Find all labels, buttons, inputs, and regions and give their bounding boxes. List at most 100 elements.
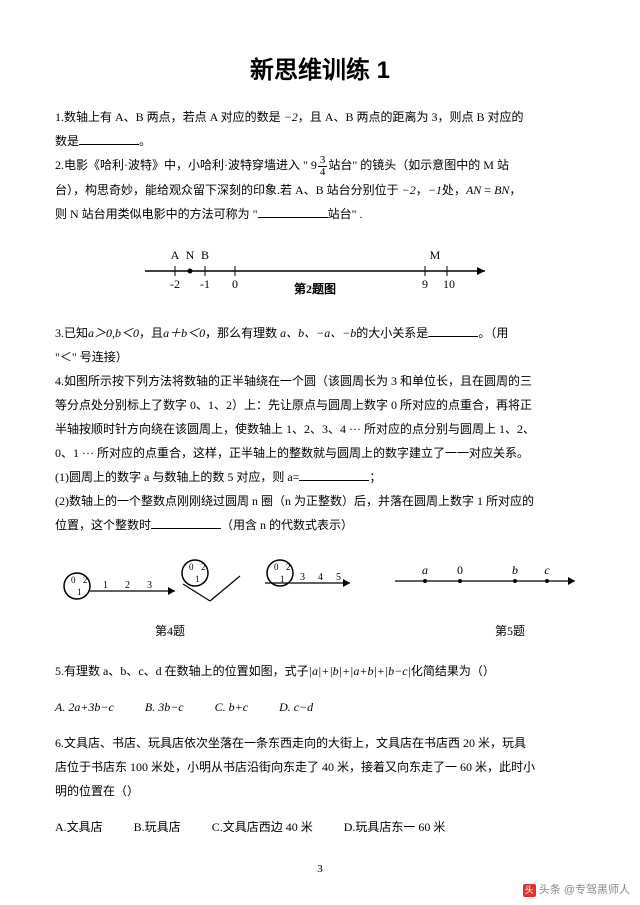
q6-l3: 明的位置在（） [55,779,585,803]
figure-q5: a 0 b c [385,551,585,616]
watermark-text: 头条 @专驾黑师人 [539,884,630,896]
q6-optB: B.玩具店 [134,815,181,839]
q2-line2: 台），构思奇妙，能给观众留下深刻的印象.若 A、B 站台分别位于 −2，−1处，… [55,178,585,202]
q4-sub1: (1)圆周上的数字 a 与数轴上的数 5 对应，则 a= ； [55,465,585,489]
q6-optD: D.玩具店东一 60 米 [344,815,446,839]
svg-text:0: 0 [189,562,194,572]
q3-blank [428,324,478,337]
q4-s2b: 位置，这个整数时 [55,518,151,532]
fig2-M: M [430,248,441,262]
q5-options: A. 2a+3b−c B. 3b−c C. b+c D. c−d [55,695,585,719]
q5-a: 5.有理数 a、b、c、d 在数轴上的位置如图，式子 [55,664,309,678]
q4-blank2 [151,516,221,529]
q2-l3a: 则 N 站台用类似电影中的方法可称为 " [55,207,258,221]
fig2-A: A [171,248,180,262]
svg-text:1: 1 [103,580,108,591]
q4-s1b: ； [369,470,381,484]
svg-text:2: 2 [125,580,130,591]
fig2-svg: A N B M -2 -1 0 9 10 第2题图 [135,241,505,296]
q2-c1: ， [416,183,428,197]
svg-text:2: 2 [83,575,88,585]
q3-d: 的大小关系是 [356,326,428,340]
q1-text-b: ，且 A、B 两点的距离为 3，则点 B 对应的 [298,110,524,124]
svg-text:a: a [422,563,428,577]
q5-optA: A. 2a+3b−c [55,695,114,719]
svg-text:4: 4 [318,572,323,583]
svg-text:b: b [512,563,518,577]
q4-s2c: （用含 n 的代数式表示） [221,518,353,532]
q1: 1.数轴上有 A、B 两点，若点 A 对应的数是 −2，且 A、B 两点的距离为… [55,105,585,129]
fig2-n1: -1 [200,277,210,291]
q5-optC: C. b+c [215,695,248,719]
page-title: 新思维训练 1 [55,50,585,85]
q6-l2: 店位于书店东 100 米处，小明从书店沿街向东走了 40 米，接着又向东走了一 … [55,755,585,779]
svg-text:5: 5 [336,572,341,583]
q1-text-a: 1.数轴上有 A、B 两点，若点 A 对应的数是 [55,110,284,124]
page: 新思维训练 1 1.数轴上有 A、B 两点，若点 A 对应的数是 −2，且 A、… [0,0,640,905]
q2-blank [258,205,328,218]
q2-l1a: 2.电影《哈利·波特》中，小哈利·波特穿墙进入 " 9 [55,158,317,172]
fig2-9: 9 [422,277,428,291]
q2-l1b: 站台" 的镜头（如示意图中的 M 站 [328,158,509,172]
q3-a: 3.已知 [55,326,88,340]
page-number: 3 [0,863,640,875]
q2-frac: 34 [318,155,328,178]
q2-eq-lhs: AN [466,183,481,197]
svg-text:0: 0 [71,575,76,585]
q6-options: A.文具店 B.玩具店 C.文具店西边 40 米 D.玩具店东一 60 米 [55,815,585,839]
q4-sub2a: (2)数轴上的一个整数点刚刚绕过圆周 n 圈（n 为正整数）后，并落在圆周上数字… [55,489,585,513]
q2-eq-rhs: BN [494,183,509,197]
q2-l3b: 站台" . [328,207,363,221]
fig2-B: B [201,248,209,262]
svg-text:c: c [544,563,550,577]
svg-text:1: 1 [77,587,82,597]
svg-text:0: 0 [457,563,463,577]
q2-eq-mid: = [481,183,494,197]
q4-sub2b: 位置，这个整数时 （用含 n 的代数式表示） [55,513,585,537]
q4-blank1 [299,468,369,481]
fig2-N: N [186,248,195,262]
q1-line2: 数是。 [55,129,585,153]
q5-optB: B. 3b−c [145,695,184,719]
fig5-svg: a 0 b c [385,551,585,611]
q1-l2b: 。 [139,134,151,148]
svg-text:2: 2 [201,562,206,572]
figure-captions: 第4题 第5题 [155,622,525,639]
svg-text:1: 1 [280,574,285,584]
watermark: 头头条 @专驾黑师人 [523,881,630,897]
fig2-n2: -2 [170,277,180,291]
q3-e: 。（用 [478,326,508,340]
q1-neg2: −2 [284,110,298,124]
q4-l4: 0、1 ··· 所对应的点重合，这样，正半轴上的整数就与圆周上的数字建立了一一对… [55,441,585,465]
q4-l1: 4.如图所示按下列方法将数轴的正半轴绕在一个圆（该圆周长为 3 和单位长，且在圆… [55,369,585,393]
fig2-caption: 第2题图 [294,281,336,296]
q5-optD: D. c−d [279,695,313,719]
figure-row: 0 2 1 1 2 3 0 2 1 0 2 1 3 4 5 [55,551,585,616]
q2-frac-den: 4 [318,167,328,178]
svg-text:3: 3 [147,580,152,591]
q2-line3: 则 N 站台用类似电影中的方法可称为 " 站台" . [55,202,585,226]
svg-text:1: 1 [195,574,200,584]
q5-b: 化简结果为（） [411,664,495,678]
q4-s1a: (1)圆周上的数字 a 与数轴上的数 5 对应，则 a= [55,470,299,484]
q6-optA: A.文具店 [55,815,103,839]
q3: 3.已知a＞0,b＜0，且a＋b＜0，那么有理数 a、b、−a、−b的大小关系是… [55,321,585,345]
q4-l3: 半轴按顺时针方向绕在该圆周上，使数轴上 1、2、3、4 ··· 所对应的点分别与… [55,417,585,441]
q3-line2: "＜" 号连接） [55,345,585,369]
fig4-caption: 第4题 [155,622,185,639]
q5-expr: |a|+|b|+|a+b|+|b−c| [309,664,411,678]
svg-text:0: 0 [274,562,279,572]
q2-l2c: ， [509,183,521,197]
q3-c: ，那么有理数 [205,326,280,340]
q6-l1: 6.文具店、书店、玩具店依次坐落在一条东西走向的大街上，文具店在书店西 20 米… [55,731,585,755]
q2-frac-num: 3 [318,155,328,167]
fig2-z: 0 [232,277,238,291]
svg-text:2: 2 [286,562,291,572]
toutiao-icon: 头 [523,884,536,897]
q2-l2b: 处， [442,183,466,197]
q5: 5.有理数 a、b、c、d 在数轴上的位置如图，式子|a|+|b|+|a+b|+… [55,659,585,683]
q6-optC: C.文具店西边 40 米 [212,815,313,839]
figure-q2: A N B M -2 -1 0 9 10 第2题图 [55,241,585,296]
q3-a0: a＞0, [88,326,115,340]
fig5-caption: 第5题 [495,622,525,639]
